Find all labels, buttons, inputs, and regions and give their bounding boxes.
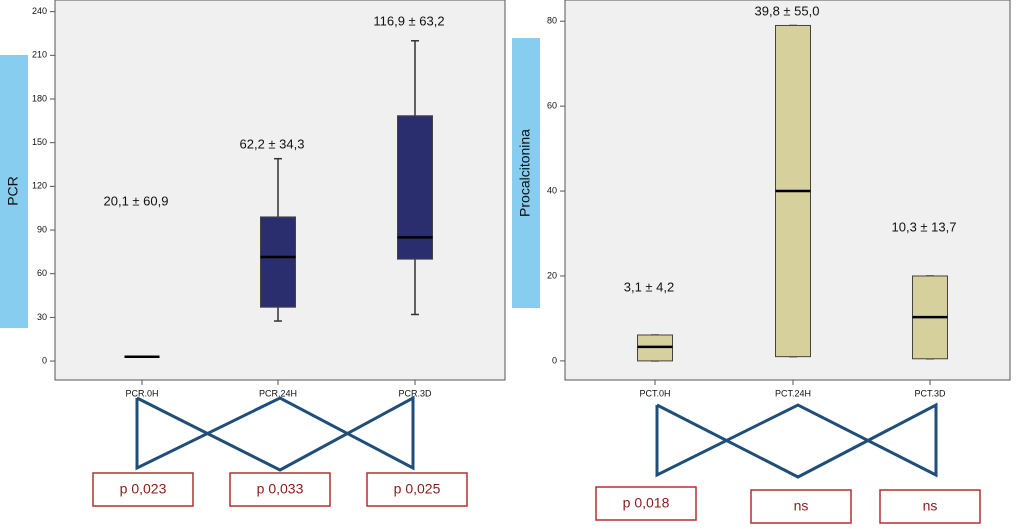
comparison-label: p 0,033 — [257, 481, 304, 497]
comparison-box — [366, 472, 468, 507]
box — [260, 216, 296, 308]
comparison-label: p 0,023 — [120, 481, 167, 497]
comparison-box — [595, 486, 697, 521]
comparison-label: ns — [794, 498, 809, 514]
x-tick-label: PCT.24H — [775, 388, 811, 398]
y-tick-label: 40 — [547, 185, 557, 195]
annotation: 62,2 ± 34,3 — [240, 136, 305, 151]
y-tick-label: 60 — [547, 101, 557, 111]
comparison-label: p 0,025 — [394, 481, 441, 497]
y-axis-label: Procalcitonina — [517, 129, 533, 217]
annotation: 39,8 ± 55,0 — [755, 3, 820, 18]
y-tick-label: 180 — [32, 93, 47, 103]
y-label-bg — [0, 55, 28, 328]
y-label-bg — [512, 38, 540, 308]
annotation: 3,1 ± 4,2 — [624, 279, 675, 294]
comparison-box — [229, 472, 331, 507]
comparison-box — [92, 472, 194, 507]
comparison-box — [879, 489, 981, 524]
x-tick-label: PCR.0H — [125, 388, 158, 398]
x-tick-label: PCT.0H — [639, 388, 670, 398]
connector — [655, 402, 938, 479]
x-tick-label: PCR.24H — [259, 388, 297, 398]
y-tick-label: 0 — [42, 355, 47, 365]
y-tick-label: 150 — [32, 137, 47, 147]
box — [397, 115, 433, 260]
connectors — [135, 395, 938, 479]
y-tick-label: 60 — [37, 268, 47, 278]
y-tick-label: 20 — [547, 270, 557, 280]
y-tick-label: 80 — [547, 16, 557, 26]
annotation: 10,3 ± 13,7 — [892, 219, 957, 234]
y-tick-label: 90 — [37, 224, 47, 234]
x-tick-label: PCR.3D — [398, 388, 432, 398]
x-tick-label: PCT.3D — [914, 388, 946, 398]
y-tick-label: 30 — [37, 312, 47, 322]
y-tick-label: 240 — [32, 6, 47, 16]
comparison-box — [750, 489, 852, 524]
y-tick-label: 0 — [552, 355, 557, 365]
annotation: 116,9 ± 63,2 — [373, 13, 444, 28]
comparison-label: ns — [923, 498, 938, 514]
y-tick-label: 210 — [32, 50, 47, 60]
plot-area — [54, 0, 506, 381]
comparison-label: p 0,018 — [623, 495, 670, 511]
connector — [135, 395, 415, 472]
y-axis-label: PCR — [5, 176, 21, 206]
y-tick-label: 120 — [32, 181, 47, 191]
annotation: 20,1 ± 60,9 — [104, 193, 169, 208]
